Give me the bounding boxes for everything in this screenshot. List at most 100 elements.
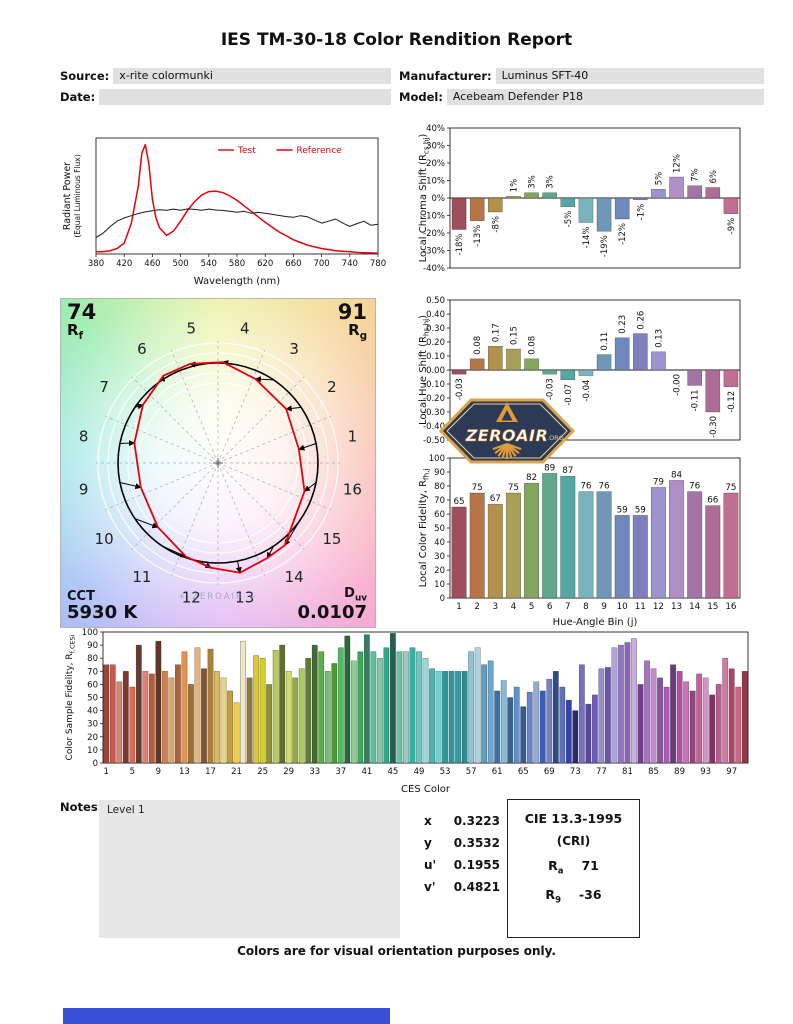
svg-text:9: 9 xyxy=(79,481,89,499)
svg-text:13: 13 xyxy=(179,767,190,777)
svg-text:6%: 6% xyxy=(709,170,719,184)
svg-text:5: 5 xyxy=(186,320,196,338)
svg-text:Local Chroma Shift (Rcs,hj): Local Chroma Shift (Rcs,hj) xyxy=(418,134,430,263)
svg-text:0.17: 0.17 xyxy=(491,323,501,342)
svg-text:49: 49 xyxy=(414,767,425,777)
svg-text:4: 4 xyxy=(511,602,517,612)
svg-text:-0.30: -0.30 xyxy=(709,416,719,438)
svg-text:(Equal Luminous Flux): (Equal Luminous Flux) xyxy=(73,154,82,237)
duv-label: Duv xyxy=(344,586,367,604)
svg-text:620: 620 xyxy=(257,259,273,269)
svg-text:0.08: 0.08 xyxy=(473,336,483,355)
zeroair-watermark-badge: ZEROAIR .ORG xyxy=(438,398,576,464)
svg-text:Wavelength (nm): Wavelength (nm) xyxy=(194,276,280,287)
svg-text:0.11: 0.11 xyxy=(600,332,610,351)
date-label: Date: xyxy=(60,90,96,104)
svg-text:17: 17 xyxy=(205,767,216,777)
report-title: IES TM-30-18 Color Rendition Report xyxy=(220,30,573,50)
svg-text:75: 75 xyxy=(472,483,483,493)
cri-ra-row: Ra 71 xyxy=(508,858,639,877)
svg-text:0.08: 0.08 xyxy=(528,336,538,355)
svg-text:3%: 3% xyxy=(528,175,538,189)
svg-text:45: 45 xyxy=(388,767,399,777)
svg-text:65: 65 xyxy=(518,767,529,777)
badge-suffix: .ORG xyxy=(547,434,564,442)
chromaticity-row-x: x 0.3223 xyxy=(424,814,500,828)
svg-text:540: 540 xyxy=(201,259,217,269)
svg-text:76: 76 xyxy=(598,482,610,492)
svg-text:14: 14 xyxy=(689,602,701,612)
svg-text:580: 580 xyxy=(229,259,245,269)
svg-text:59: 59 xyxy=(617,505,628,515)
svg-text:37: 37 xyxy=(335,767,346,777)
chromaticity-row-v: v' 0.4821 xyxy=(424,880,500,894)
model-label: Model: xyxy=(399,90,443,104)
notes-label: Notes: xyxy=(60,800,103,814)
svg-text:-13%: -13% xyxy=(473,225,483,247)
duv-readout: Duv 0.0107 xyxy=(298,587,367,623)
svg-text:-40%: -40% xyxy=(423,264,445,274)
svg-text:-30%: -30% xyxy=(423,247,445,257)
svg-text:-0.10: -0.10 xyxy=(423,380,445,390)
source-label: Source: xyxy=(60,69,110,83)
svg-text:33: 33 xyxy=(309,767,320,777)
svg-text:67: 67 xyxy=(490,494,501,504)
svg-text:79: 79 xyxy=(653,477,664,487)
svg-text:3: 3 xyxy=(289,340,299,358)
footer-note: Colors are for visual orientation purpos… xyxy=(237,944,556,958)
svg-text:87: 87 xyxy=(562,466,573,476)
svg-text:3: 3 xyxy=(493,602,499,612)
svg-text:10: 10 xyxy=(434,580,445,590)
svg-text:100: 100 xyxy=(429,454,445,464)
svg-text:3%: 3% xyxy=(546,175,556,189)
svg-text:-0.30: -0.30 xyxy=(423,408,445,418)
svg-text:5: 5 xyxy=(130,767,135,777)
svg-text:61: 61 xyxy=(492,767,503,777)
rg-label: Rg xyxy=(348,321,367,343)
field-manufacturer: Manufacturer: Luminus SFT-40 xyxy=(399,68,764,84)
svg-text:-10%: -10% xyxy=(423,212,445,222)
svg-text:1: 1 xyxy=(104,767,109,777)
svg-text:0.15: 0.15 xyxy=(509,326,519,345)
svg-text:0.10: 0.10 xyxy=(426,352,445,362)
rg-value: 91 xyxy=(337,300,367,324)
svg-text:0%: 0% xyxy=(432,194,446,204)
svg-text:40%: 40% xyxy=(426,124,445,134)
svg-text:25: 25 xyxy=(257,767,268,777)
svg-text:7%: 7% xyxy=(691,168,701,182)
svg-text:84: 84 xyxy=(671,470,683,480)
notes-box: Level 1 xyxy=(99,800,400,938)
rf-value: 74 xyxy=(67,300,97,324)
svg-text:-0.07: -0.07 xyxy=(564,384,574,406)
svg-text:21: 21 xyxy=(231,767,242,777)
svg-text:10%: 10% xyxy=(426,177,445,187)
badge-title: ZEROAIR xyxy=(465,426,549,445)
color-vector-graphic: 1 2 3 4 5 6 7 8 9 10 11 12 13 14 15 16 74 Rf 91 Rg CCT … xyxy=(60,298,376,628)
svg-text:93: 93 xyxy=(700,767,711,777)
svg-text:50: 50 xyxy=(434,524,445,534)
svg-text:8: 8 xyxy=(79,427,89,445)
svg-text:CES Color: CES Color xyxy=(401,784,451,795)
ra-value: 71 xyxy=(581,858,599,873)
rf-score: 74 Rf xyxy=(67,301,96,343)
svg-text:Color Sample Fidelity, Rf,CESi: Color Sample Fidelity, Rf,CESi xyxy=(65,634,76,760)
svg-text:40: 40 xyxy=(434,538,445,548)
svg-text:500: 500 xyxy=(172,259,188,269)
svg-text:7: 7 xyxy=(565,602,571,612)
svg-text:-0.11: -0.11 xyxy=(691,389,701,411)
svg-text:-8%: -8% xyxy=(491,216,501,233)
svg-text:60: 60 xyxy=(87,680,98,690)
cri-title: CIE 13.3-1995 xyxy=(524,811,623,826)
svg-text:14: 14 xyxy=(285,568,304,586)
svg-text:70: 70 xyxy=(434,496,445,506)
svg-text:30%: 30% xyxy=(426,142,445,152)
svg-text:700: 700 xyxy=(313,259,329,269)
notes-text: Level 1 xyxy=(107,804,145,816)
svg-text:89: 89 xyxy=(674,767,685,777)
svg-text:97: 97 xyxy=(726,767,737,777)
svg-text:8: 8 xyxy=(583,602,589,612)
watermark-text-small: + ZEROAIR + xyxy=(178,592,258,602)
field-source: Source: x-rite colormunki xyxy=(60,68,391,84)
